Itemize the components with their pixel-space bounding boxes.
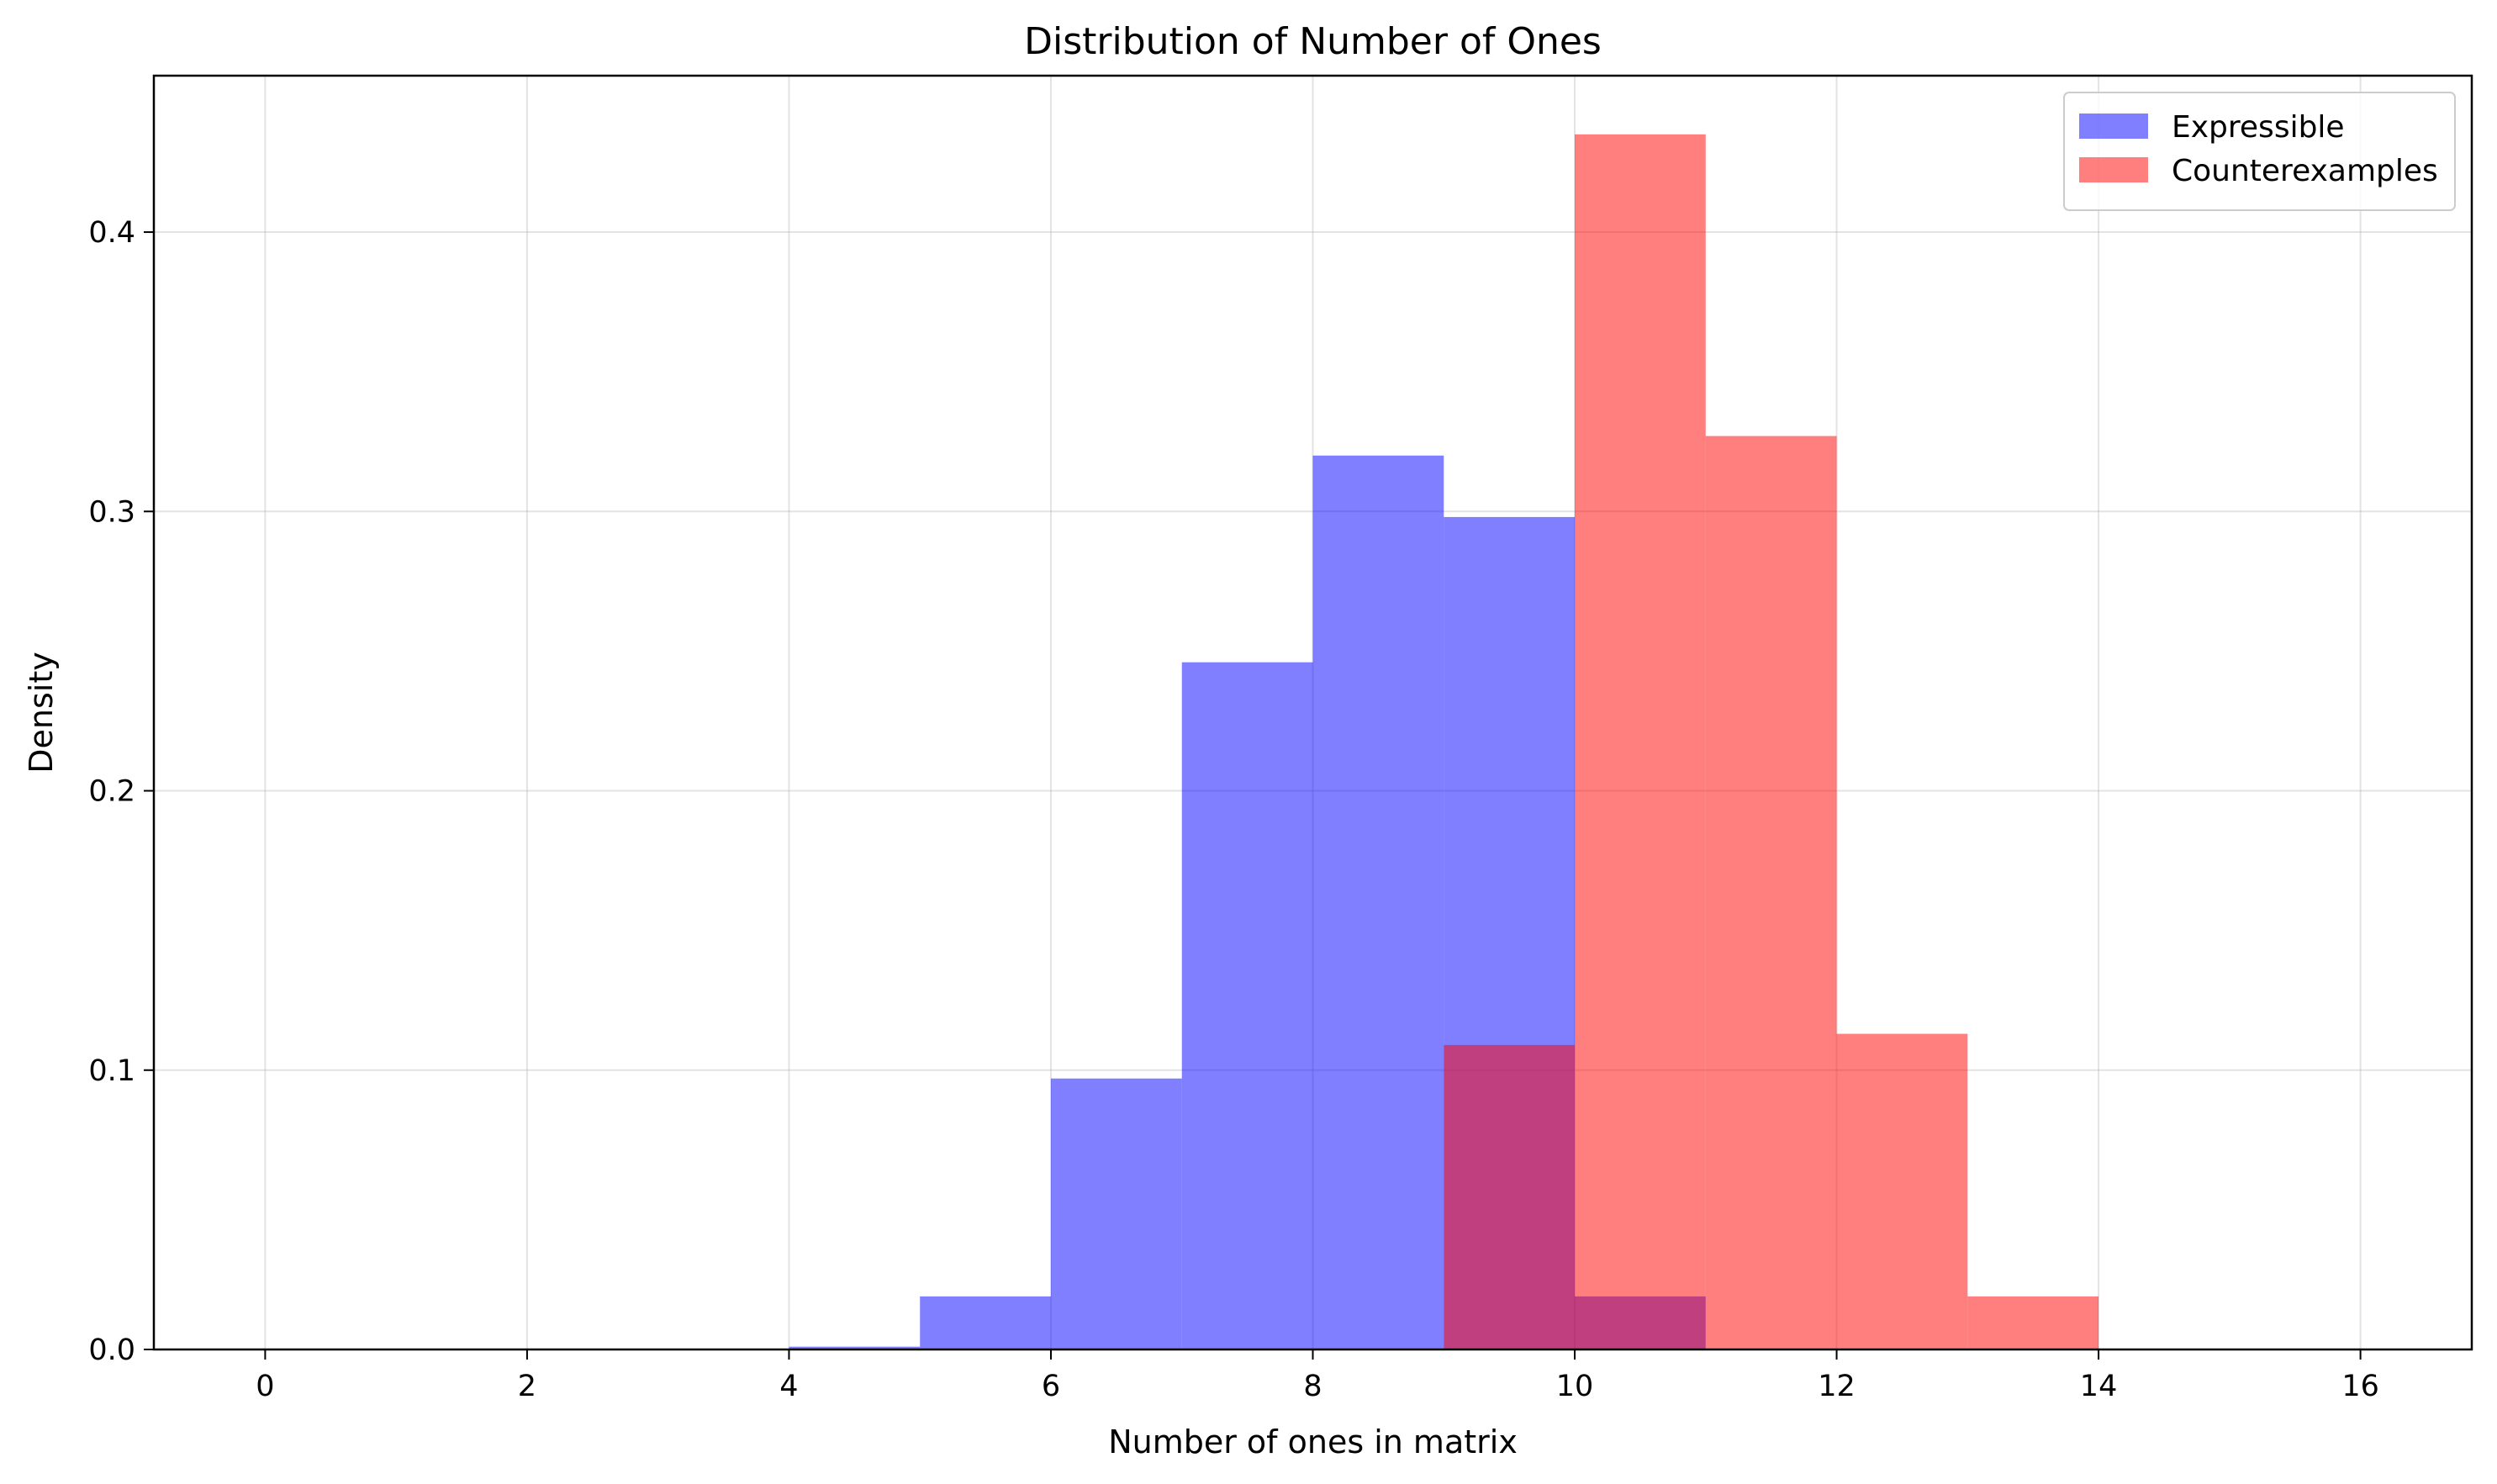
y-tick-label: 0.2 xyxy=(88,775,135,809)
bar-counterexamples xyxy=(1967,1296,2099,1349)
legend-box xyxy=(2063,92,2456,211)
legend-swatch-counterexamples xyxy=(2079,157,2148,182)
x-tick-label: 2 xyxy=(518,1370,536,1403)
bar-counterexamples xyxy=(1575,134,1706,1349)
x-tick-label: 14 xyxy=(2080,1370,2118,1403)
x-tick-label: 10 xyxy=(1556,1370,1594,1403)
legend-label-counterexamples: Counterexamples xyxy=(2172,154,2438,188)
x-tick-label: 16 xyxy=(2341,1370,2379,1403)
bar-expressible xyxy=(789,1346,921,1349)
bar-expressible xyxy=(1181,662,1313,1349)
y-axis-label: Density xyxy=(23,652,60,773)
bar-expressible xyxy=(1312,455,1444,1350)
axis-ticks: 0 2 4 6 8 10 12 14 16 0.0 0.1 0.2 0.3 0.4 xyxy=(88,216,2379,1403)
y-tick-label: 0.1 xyxy=(88,1054,135,1088)
x-tick-label: 4 xyxy=(779,1370,798,1403)
legend-swatch-expressible xyxy=(2079,114,2148,139)
x-tick-label: 6 xyxy=(1042,1370,1060,1403)
x-axis-label: Number of ones in matrix xyxy=(1108,1423,1518,1460)
x-tick-label: 8 xyxy=(1303,1370,1322,1403)
legend-label-expressible: Expressible xyxy=(2172,110,2345,145)
legend: Expressible Counterexamples xyxy=(2063,92,2456,211)
bar-counterexamples xyxy=(1836,1033,1968,1349)
chart-title: Distribution of Number of Ones xyxy=(1024,20,1602,63)
y-tick-label: 0.4 xyxy=(88,216,135,250)
x-tick-label: 0 xyxy=(256,1370,274,1403)
bar-expressible xyxy=(1050,1078,1182,1349)
bar-counterexamples xyxy=(1705,436,1837,1350)
y-tick-label: 0.0 xyxy=(88,1333,135,1367)
x-tick-label: 12 xyxy=(1818,1370,1856,1403)
bars-group xyxy=(789,134,2099,1350)
bar-counterexamples xyxy=(1444,1044,1576,1349)
y-tick-label: 0.3 xyxy=(88,495,135,529)
bar-expressible xyxy=(920,1296,1051,1349)
